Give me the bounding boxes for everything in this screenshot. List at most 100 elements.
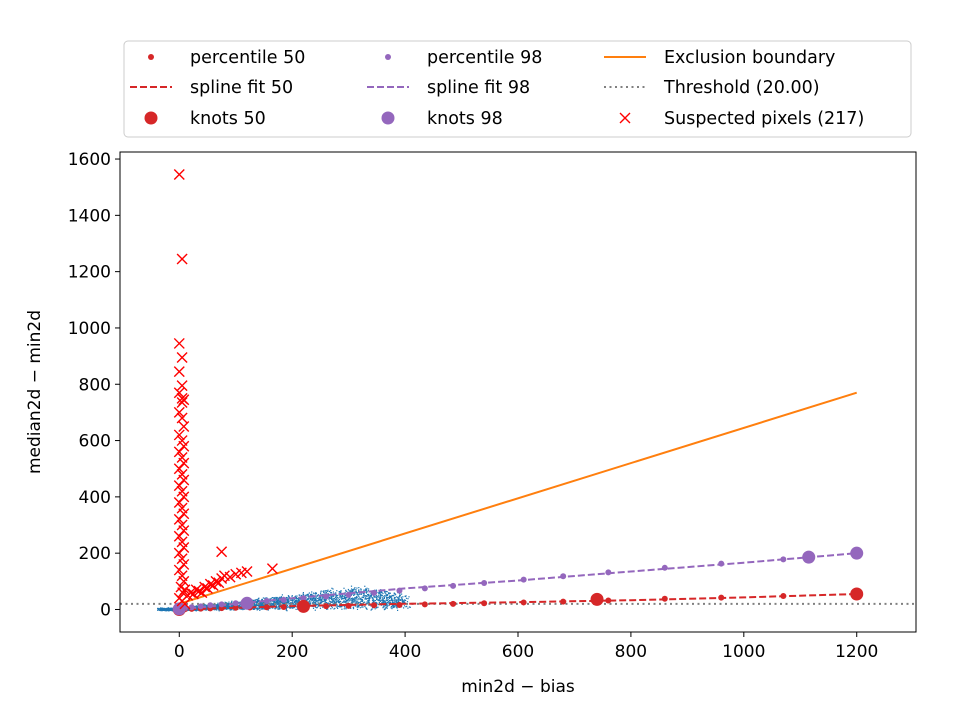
pixel-point xyxy=(215,606,217,609)
pixel-point xyxy=(313,597,315,599)
pixel-point xyxy=(393,594,395,596)
pixel-point xyxy=(273,597,275,599)
pixel-point xyxy=(254,604,256,606)
pixel-point xyxy=(375,589,377,591)
pixel-point xyxy=(256,609,258,611)
pixel-point xyxy=(272,607,274,609)
pixel-point xyxy=(378,591,380,593)
suspected-pixel-marker xyxy=(178,474,190,486)
pixel-point xyxy=(229,606,231,608)
knot-50-point xyxy=(850,587,864,601)
pixel-point xyxy=(255,607,257,609)
legend-label: knots 50 xyxy=(190,109,266,129)
pixel-point xyxy=(378,600,380,602)
pixel-point xyxy=(376,603,378,605)
pixel-point xyxy=(335,597,338,599)
pixel-point xyxy=(404,595,406,598)
pixel-point xyxy=(321,601,324,603)
pixel-point xyxy=(269,607,271,610)
pixel-point xyxy=(267,609,269,611)
pixel-point xyxy=(339,592,342,594)
pixel-point xyxy=(368,588,370,590)
pixel-point xyxy=(329,597,331,599)
pixel-point xyxy=(294,603,296,605)
pixel-point xyxy=(383,600,385,602)
pixel-point xyxy=(375,600,377,602)
knot-50-point xyxy=(590,592,604,606)
pixel-point xyxy=(294,600,297,602)
pixel-point xyxy=(386,602,388,604)
pixel-point xyxy=(352,602,354,604)
pixel-point xyxy=(402,601,404,603)
pixel-point xyxy=(364,601,366,603)
pixel-point xyxy=(255,605,258,607)
pixel-point xyxy=(337,601,339,603)
pixel-point xyxy=(352,599,354,601)
pixel-point xyxy=(321,599,323,601)
axes-frame xyxy=(119,151,917,633)
suspected-pixel-marker xyxy=(178,420,190,432)
pixel-point xyxy=(332,601,334,603)
pixel-point xyxy=(385,606,387,609)
pixel-point xyxy=(273,600,276,602)
pixel-point xyxy=(270,600,272,602)
knot-98-point xyxy=(850,546,864,560)
pixel-point xyxy=(256,608,258,610)
pixel-point xyxy=(333,595,335,597)
pixel-point xyxy=(324,592,326,594)
pixel-point xyxy=(291,607,293,609)
pixel-point xyxy=(378,598,380,600)
pixel-point xyxy=(319,599,321,601)
pixel-point xyxy=(399,599,402,601)
pixel-point xyxy=(238,605,240,607)
pixel-point xyxy=(298,594,300,596)
legend-label: Threshold (20.00) xyxy=(663,78,820,98)
percentile-98-point xyxy=(263,598,270,605)
pixel-point xyxy=(216,604,219,606)
pixel-point xyxy=(314,606,316,608)
percentile-98-point xyxy=(421,585,428,592)
pixel-point xyxy=(306,595,308,597)
pixel-point xyxy=(315,597,317,599)
pixel-point xyxy=(353,601,355,603)
pixel-point xyxy=(310,594,312,596)
pixel-point xyxy=(318,598,320,600)
pixel-point xyxy=(386,601,389,603)
pixel-point xyxy=(398,596,400,598)
pixel-point xyxy=(403,600,405,602)
pixel-point xyxy=(359,598,361,601)
pixel-point xyxy=(392,600,394,602)
suspected-pixel-marker xyxy=(178,457,190,469)
pixel-point xyxy=(368,593,370,595)
pixel-point xyxy=(303,594,305,596)
pixel-point xyxy=(365,592,368,594)
plot-area xyxy=(120,169,916,616)
suspected-pixel-marker xyxy=(179,584,191,596)
percentile-98-point xyxy=(560,573,567,580)
pixel-point xyxy=(370,605,372,607)
pixel-point xyxy=(370,596,372,598)
pixel-point xyxy=(332,588,334,590)
suspected-pixel-marker xyxy=(178,542,190,554)
spline-fit-98-line xyxy=(179,552,857,611)
pixel-point xyxy=(281,594,283,596)
pixel-point xyxy=(226,603,228,605)
pixel-point xyxy=(388,597,391,599)
pixel-point xyxy=(275,601,278,603)
pixel-point xyxy=(364,597,366,599)
pixel-point xyxy=(297,601,299,603)
pixel-point xyxy=(394,605,396,607)
pixel-point xyxy=(212,604,214,606)
y-tick-label: 400 xyxy=(79,488,111,508)
pixel-point xyxy=(292,599,294,601)
pixel-point xyxy=(252,599,255,601)
pixel-point xyxy=(170,609,172,612)
pixel-point xyxy=(352,600,354,602)
pixel-point xyxy=(288,601,290,603)
pixel-point xyxy=(279,601,281,604)
pixel-point xyxy=(252,608,254,610)
percentile-98-point xyxy=(780,556,787,563)
pixel-point xyxy=(377,596,379,598)
pixel-point xyxy=(394,593,396,595)
pixel-point xyxy=(314,598,316,600)
